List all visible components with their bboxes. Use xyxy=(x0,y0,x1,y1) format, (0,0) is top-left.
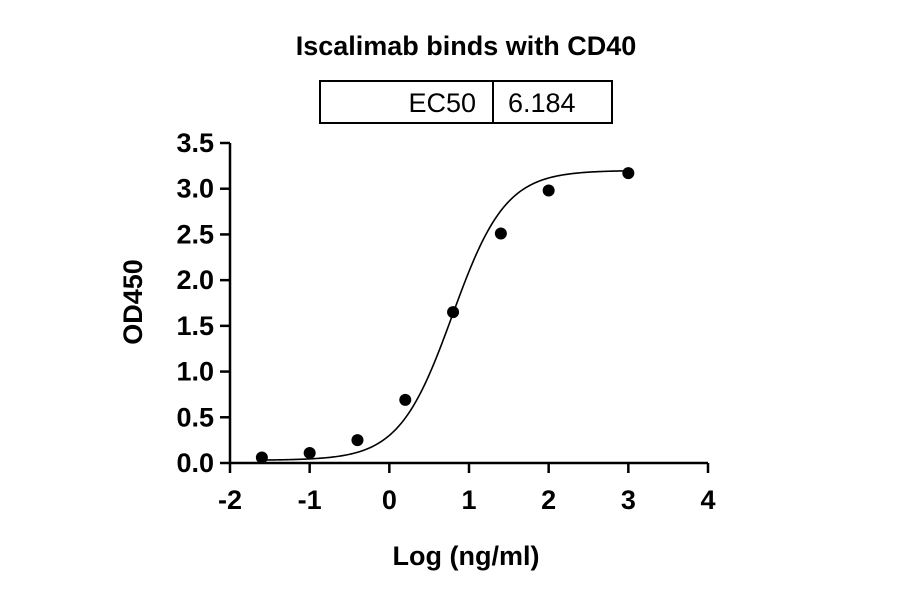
x-axis: -2 -1 0 1 2 3 4 xyxy=(218,461,716,515)
data-point xyxy=(447,306,460,319)
data-point xyxy=(303,446,316,459)
y-tick-label: 2.0 xyxy=(176,265,214,295)
x-axis-label: Log (ng/ml) xyxy=(393,541,540,571)
chart-title: Iscalimab binds with CD40 xyxy=(296,31,637,61)
plot-area xyxy=(255,167,635,464)
ec50-label: EC50 xyxy=(408,88,476,118)
y-tick-label: 0.0 xyxy=(176,448,214,478)
data-point xyxy=(494,227,507,240)
y-tick-label: 0.5 xyxy=(176,402,214,432)
x-tick-label: 2 xyxy=(541,485,556,515)
x-tick-label: 4 xyxy=(700,485,715,515)
ec50-value: 6.184 xyxy=(508,88,576,118)
x-tick-label: 3 xyxy=(621,485,636,515)
y-axis: 0.0 0.5 1.0 1.5 2.0 2.5 3.0 3.5 xyxy=(176,128,232,478)
x-tick-label: 0 xyxy=(382,485,397,515)
data-point xyxy=(399,393,412,406)
y-tick-label: 3.0 xyxy=(176,174,214,204)
y-axis-label: OD450 xyxy=(118,259,148,345)
data-point xyxy=(542,184,555,197)
y-tick-label: 1.5 xyxy=(176,311,214,341)
x-tick-label: -1 xyxy=(298,485,322,515)
y-tick-label: 1.0 xyxy=(176,357,214,387)
y-tick-label: 2.5 xyxy=(176,219,214,249)
x-tick-label: 1 xyxy=(461,485,476,515)
data-point xyxy=(622,167,635,180)
x-tick-label: -2 xyxy=(218,485,242,515)
data-point xyxy=(255,451,268,464)
data-point xyxy=(351,434,364,447)
results-table: EC50 6.184 xyxy=(319,80,613,124)
y-tick-label: 3.5 xyxy=(176,128,214,158)
fit-curve xyxy=(261,170,629,461)
results-table-border xyxy=(319,80,613,124)
